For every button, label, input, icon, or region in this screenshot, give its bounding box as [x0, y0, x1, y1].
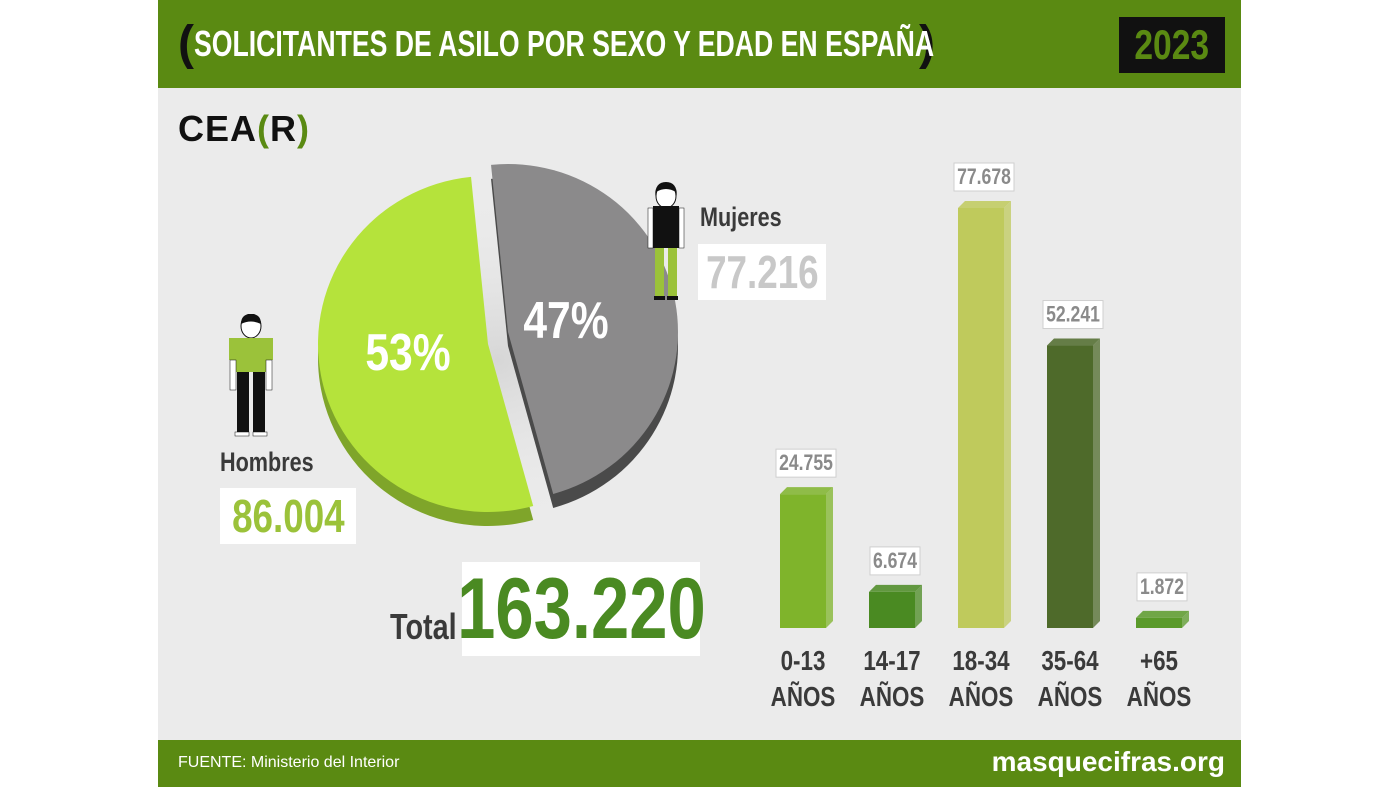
bar-category-label: AÑOS — [1038, 679, 1103, 712]
bar-top — [869, 584, 922, 592]
gender-pie-chart: 53% 47% — [308, 164, 688, 530]
bar-side — [826, 487, 833, 628]
bar — [780, 494, 826, 628]
bar-value-label: 6.674 — [873, 549, 917, 573]
bar-value-box — [775, 448, 837, 478]
bar — [1136, 617, 1182, 628]
title-bracket-close: ) — [918, 17, 935, 70]
bar-value-label: 77.678 — [957, 165, 1011, 189]
brand-logo: CEA(R) — [178, 108, 310, 150]
woman-icon — [647, 182, 685, 300]
bar-category-label: +65 — [1140, 646, 1178, 677]
total-label: Total — [390, 606, 457, 647]
women-value: 77.216 — [705, 246, 819, 298]
bar-top — [780, 487, 833, 495]
bar-value-label: 52.241 — [1046, 303, 1100, 327]
bar — [1047, 345, 1093, 628]
header-bar: ( SOLICITANTES DE ASILO POR SEXO Y EDAD … — [158, 0, 1241, 88]
total-value: 163.220 — [456, 560, 706, 657]
men-label: Hombres — [220, 447, 314, 477]
bar-value-box — [1042, 300, 1104, 330]
logo-close: ) — [297, 108, 311, 149]
women-label: Mujeres — [700, 202, 782, 232]
pie-slice-women — [491, 164, 678, 494]
site-link[interactable]: masquecifras.org — [991, 746, 1225, 777]
men-percent-label: 53% — [365, 324, 450, 382]
logo-letter: R — [270, 108, 298, 149]
bar-side — [1182, 610, 1189, 628]
bar-category-label: 0-13 — [781, 646, 826, 677]
bar — [869, 591, 915, 628]
bar-category-label: 14-17 — [863, 646, 920, 677]
bar-top — [1047, 338, 1100, 346]
pie-slices — [317, 164, 678, 526]
women-percent-label: 47% — [523, 292, 608, 350]
title-wrap: ( SOLICITANTES DE ASILO POR SEXO Y EDAD … — [178, 14, 935, 74]
pie-slice-men — [317, 176, 534, 512]
bar-side — [915, 584, 922, 628]
total-value-box: 163.220 — [457, 561, 706, 657]
bar-top — [958, 201, 1011, 208]
logo-open: ( — [257, 108, 271, 149]
page-title: SOLICITANTES DE ASILO POR SEXO Y EDAD EN… — [193, 23, 935, 64]
bar-category-label: 18-34 — [952, 646, 1009, 677]
bar-side — [1004, 201, 1011, 628]
source-text: FUENTE: Ministerio del Interior — [178, 754, 400, 771]
man-icon — [229, 314, 273, 437]
women-value-box: 77.216 — [698, 244, 826, 300]
year-badge: 2023 — [1119, 17, 1225, 73]
men-value-box: 86.004 — [220, 488, 356, 544]
logo-prefix: CEA — [178, 108, 258, 149]
year-text: 2023 — [1134, 21, 1210, 68]
bar-value-box — [869, 546, 921, 576]
bar-category-label: AÑOS — [771, 679, 836, 712]
age-bar-chart: 24.7550-13AÑOS6.67414-17AÑOS77.67818-34A… — [771, 162, 1192, 713]
bar-value-label: 24.755 — [779, 451, 833, 475]
title-bracket-open: ( — [178, 17, 194, 70]
bar-side — [1093, 338, 1100, 628]
bar-category-label: AÑOS — [1127, 679, 1192, 712]
bar-value-label: 1.872 — [1140, 575, 1184, 599]
bar-value-box — [1136, 572, 1188, 602]
bar-top — [1136, 610, 1189, 618]
footer-bar: FUENTE: Ministerio del Interior masqueci… — [158, 740, 1241, 787]
bar-category-label: AÑOS — [860, 679, 925, 712]
bar-category-label: 35-64 — [1041, 646, 1098, 677]
infographic-card: ( SOLICITANTES DE ASILO POR SEXO Y EDAD … — [158, 0, 1241, 787]
men-value: 86.004 — [231, 490, 345, 542]
bar-category-label: AÑOS — [949, 679, 1014, 712]
bar — [958, 208, 1004, 628]
bar-value-box — [953, 162, 1015, 192]
